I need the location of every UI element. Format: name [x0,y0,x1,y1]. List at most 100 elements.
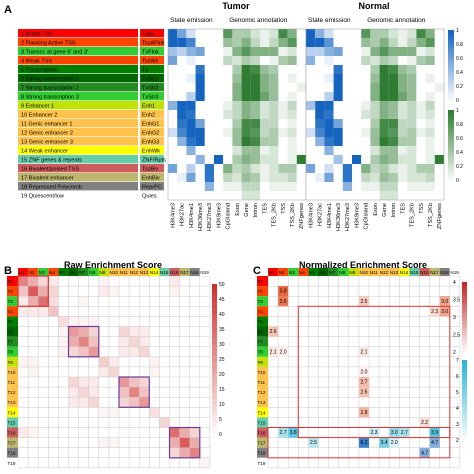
normal-emission-cell [306,47,316,56]
normal-emission-cell [324,38,334,47]
raw-col-label: N18 [190,270,199,275]
raw-cell [189,366,200,377]
tumor-emission-cell [214,173,224,182]
tumor-emission-cell [195,74,205,83]
raw-scale-step [212,302,217,309]
normal-emission-cell [306,110,316,119]
tumor-annotation-cell [223,47,233,56]
raw-cell [88,407,99,418]
normal-annotation-cell [370,191,380,200]
tumor-annotation-cell [260,110,270,119]
tumor-emission-cell [168,38,178,47]
norm-cell-value: 2.7 [280,430,287,436]
state-color-bar [18,128,138,137]
raw-cell [179,356,190,367]
normal-annotation-cell [407,128,417,137]
tumor-emission-cell [168,83,178,92]
raw-cell [58,397,69,408]
raw-cell [129,437,140,448]
normal-annotation-cell [361,119,371,128]
raw-scale-tick: 50 [219,282,225,288]
tumor-annotation-cell [260,173,270,182]
normal-col-label: Exon [373,203,379,216]
tumor-annotation-cell [296,128,306,137]
raw-cell [149,316,160,327]
tumor-annotation-cell [260,83,270,92]
normal-emission-cell [352,92,362,101]
tumor-state-emission-label: State emission [170,17,213,24]
tumor-emission-cell [204,29,214,38]
normal-emission-cell [333,74,343,83]
state-name-label: 19 Quiescent/low [21,193,65,199]
norm-col-header [409,268,420,276]
raw-cell [78,397,89,408]
normal-annotation-cell [407,74,417,83]
norm-blue-scale-step [462,360,467,365]
raw-cell [149,296,160,307]
raw-cell [169,417,180,428]
normal-emission-cell [342,137,352,146]
norm-red-scale-step [462,282,467,286]
raw-col-header [98,268,109,276]
green-scale-step [448,131,454,135]
tumor-annotation-cell [287,155,297,164]
blue-scale-step [448,37,454,41]
tumor-annotation-cell [260,128,270,137]
raw-cell [149,346,160,357]
normal-annotation-cell [361,146,371,155]
normal-annotation-cell [370,65,380,74]
raw-cell [129,316,140,327]
normal-emission-cell [352,56,362,65]
norm-col-label: N7 [329,270,335,275]
normal-annotation-cell [361,182,371,191]
tumor-annotation-cell [287,164,297,173]
raw-cell [129,356,140,367]
raw-scale-step [212,290,217,297]
raw-row-header [7,407,18,418]
normal-emission-cell [306,65,316,74]
normal-emission-cell [324,65,334,74]
tumor-emission-cell [186,92,196,101]
normal-annotation-cell [407,155,417,164]
norm-red-scale-step [462,292,467,297]
norm-cell-value: 2.5 [310,440,317,446]
raw-cell [68,447,79,458]
blue-scale-tick: 0 [456,98,459,104]
raw-cell [199,346,210,357]
raw-cell [48,457,59,468]
raw-cell [108,457,119,468]
raw-row-label: T16 [8,431,16,436]
raw-cell [38,276,49,287]
tumor-annotation-cell [241,173,251,182]
raw-cell [159,336,170,347]
raw-cell [68,457,79,468]
raw-cell [68,346,79,357]
normal-annotation-cell [416,56,426,65]
raw-col-label: N3 [39,270,45,275]
normal-emission-cell [333,182,343,191]
tumor-col-label: TSS_2Kb [290,203,296,227]
raw-cell [129,447,140,458]
tumor-annotation-cell [269,83,279,92]
normal-annotation-cell [434,191,444,200]
norm-cell [278,346,289,357]
norm-blue-scale-step [462,424,467,429]
raw-cell [18,457,29,468]
normal-annotation-cell [379,92,389,101]
tumor-annotation-cell [241,92,251,101]
raw-cell [149,306,160,317]
tumor-emission-cell [168,74,178,83]
raw-cell [78,336,89,347]
normal-annotation-cell [398,110,408,119]
normal-genomic-annotation-label: Genomic annotation [367,17,426,24]
raw-cell [18,276,29,287]
raw-cell [68,437,79,448]
raw-row-header [7,356,18,367]
state-code-bar [140,155,164,164]
raw-row-label: T13 [8,400,16,405]
norm-row-label: T6 [258,330,264,335]
raw-cell [119,387,130,398]
normal-annotation-cell [416,110,426,119]
tumor-emission-cell [168,191,178,200]
